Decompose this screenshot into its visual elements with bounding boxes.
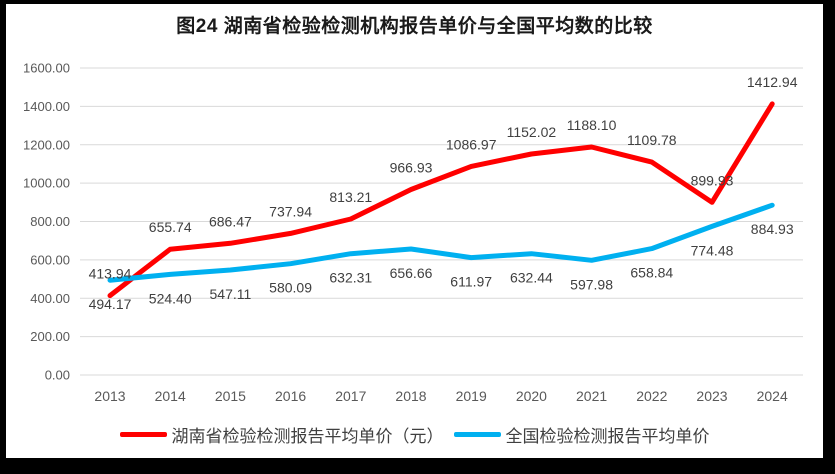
data-label: 737.94	[269, 203, 312, 219]
chart-panel	[6, 4, 823, 458]
legend-item-hunan: 湖南省检验检测报告平均单价（元）	[119, 422, 444, 447]
chart-legend: 湖南省检验检测报告平均单价（元） 全国检验检测报告平均单价	[6, 422, 823, 447]
data-label: 658.84	[630, 265, 673, 281]
data-label: 656.66	[390, 265, 433, 281]
data-label: 813.21	[329, 189, 372, 205]
x-tick-label: 2016	[275, 388, 306, 404]
x-tick-label: 2021	[576, 388, 607, 404]
data-label: 1086.97	[446, 136, 497, 152]
x-tick-label: 2020	[516, 388, 547, 404]
data-label: 1188.10	[567, 117, 617, 133]
legend-item-national: 全国检验检测报告平均单价	[453, 422, 710, 447]
data-label: 611.97	[450, 274, 492, 290]
data-label: 494.17	[89, 296, 132, 312]
series-line-hunan	[107, 101, 775, 299]
series-line-national	[107, 202, 775, 283]
y-tick-label: 1000.00	[23, 176, 70, 191]
data-label: 547.11	[210, 286, 252, 302]
data-label: 686.47	[209, 213, 252, 229]
x-tick-label: 2022	[636, 388, 667, 404]
data-label: 1152.02	[507, 124, 557, 140]
legend-label-hunan: 湖南省检验检测报告平均单价（元）	[171, 427, 444, 446]
data-label: 899.93	[691, 172, 734, 188]
y-tick-label: 200.00	[30, 329, 70, 344]
data-label: 655.74	[149, 219, 192, 235]
data-label: 884.93	[751, 221, 794, 237]
data-label: 774.48	[691, 242, 734, 258]
data-label: 413.94	[89, 266, 132, 282]
x-tick-label: 2023	[696, 388, 727, 404]
hunan-line-swatch-icon	[119, 432, 167, 437]
chart-title: 图24 湖南省检验检测机构报告单价与全国平均数的比较	[176, 16, 653, 37]
x-tick-label: 2019	[456, 388, 487, 404]
data-label: 580.09	[269, 280, 312, 296]
y-tick-label: 800.00	[30, 214, 70, 229]
y-tick-label: 1600.00	[23, 61, 70, 76]
x-tick-label: 2017	[335, 388, 366, 404]
data-label: 1412.94	[747, 74, 798, 90]
data-label: 597.98	[570, 276, 613, 292]
y-tick-label: 1400.00	[23, 99, 70, 114]
y-tick-label: 0.00	[45, 368, 70, 383]
national-line-swatch-icon	[453, 432, 501, 437]
x-tick-label: 2013	[94, 388, 125, 404]
y-tick-label: 400.00	[30, 291, 70, 306]
x-tick-label: 2018	[395, 388, 426, 404]
x-tick-label: 2015	[215, 388, 246, 404]
data-label: 632.44	[510, 270, 553, 286]
data-label: 632.31	[329, 270, 372, 286]
y-tick-label: 600.00	[30, 252, 70, 267]
data-label: 966.93	[390, 159, 433, 175]
y-tick-label: 1200.00	[23, 137, 70, 152]
data-label: 1109.78	[627, 132, 677, 148]
legend-label-national: 全国检验检测报告平均单价	[505, 427, 710, 446]
x-tick-label: 2014	[155, 388, 186, 404]
data-label: 524.40	[149, 290, 192, 306]
x-tick-label: 2024	[757, 388, 788, 404]
